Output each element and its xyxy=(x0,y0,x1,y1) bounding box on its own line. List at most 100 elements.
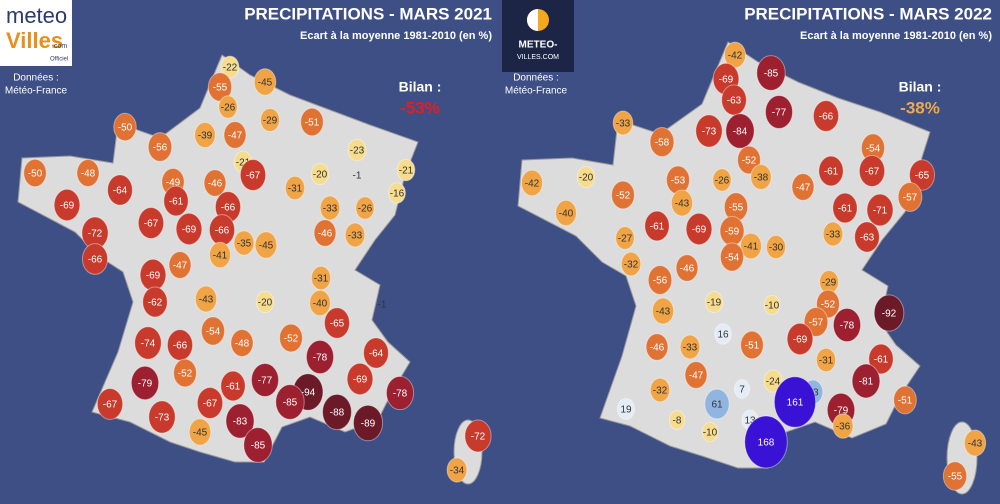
source-label: Données : xyxy=(513,73,559,84)
bubble xyxy=(464,419,492,453)
bubble-label: -78 xyxy=(393,389,408,400)
title: PRECIPITATIONS - MARS 2022 xyxy=(744,4,992,23)
bubble-label: -66 xyxy=(88,255,103,266)
bubble-label: -78 xyxy=(313,353,328,364)
bubble xyxy=(173,358,197,388)
bubble-label: -77 xyxy=(258,376,273,387)
bubble-label: -66 xyxy=(221,203,236,214)
title: PRECIPITATIONS - MARS 2021 xyxy=(244,4,492,23)
bubble xyxy=(23,158,47,188)
bubble xyxy=(239,159,267,191)
bubble xyxy=(786,322,814,356)
bubble xyxy=(684,361,708,389)
balance: -38% xyxy=(900,98,940,117)
bubble-label: -61 xyxy=(824,167,839,178)
bubble-label: -67 xyxy=(144,219,159,230)
bubble xyxy=(763,369,783,393)
bubble-label: -65 xyxy=(915,171,930,182)
bubble xyxy=(851,363,881,399)
bubble xyxy=(305,339,335,375)
bubble-label: -54 xyxy=(725,253,740,264)
bubble-label: -92 xyxy=(882,309,897,320)
bubble-label: -47 xyxy=(173,261,188,272)
bubble-label: -23 xyxy=(350,146,365,157)
bubble xyxy=(309,289,331,317)
bubble-label: -26 xyxy=(358,204,373,215)
bubble xyxy=(704,388,730,420)
bubble-label: -35 xyxy=(237,239,252,250)
bubble-label: -34 xyxy=(450,466,465,477)
bubble xyxy=(651,297,675,325)
bubble xyxy=(130,365,160,401)
logo-text: VILLES.COM xyxy=(517,54,559,61)
bubble-label: 168 xyxy=(758,438,775,449)
bubble xyxy=(163,185,189,217)
bubble-label: -42 xyxy=(525,179,540,190)
bubble xyxy=(319,195,341,221)
bubble xyxy=(714,323,732,345)
bubble-label: -26 xyxy=(221,103,236,114)
bubble xyxy=(148,400,176,434)
bubble-label: -29 xyxy=(822,278,837,289)
bubble xyxy=(712,168,732,192)
bubble-label: -33 xyxy=(323,204,338,215)
bubble-label: -48 xyxy=(235,339,250,350)
bubble xyxy=(310,265,332,291)
bubble xyxy=(147,132,173,162)
bubble xyxy=(750,164,772,190)
source: Météo-France xyxy=(5,86,68,97)
bubble xyxy=(188,418,212,446)
bubble-label: -49 xyxy=(166,178,181,189)
bubble xyxy=(137,207,165,239)
bubble xyxy=(893,385,917,415)
bubble-label: 161 xyxy=(787,398,804,409)
bubble xyxy=(96,388,124,420)
bubble xyxy=(250,362,280,398)
bubble-label: -69 xyxy=(719,75,734,86)
bubble-label: -20 xyxy=(313,170,328,181)
bubble-label: 7 xyxy=(739,385,745,396)
bubble-label: -79 xyxy=(834,406,849,417)
bubble-label: -19 xyxy=(707,298,722,309)
bubble xyxy=(763,294,781,316)
balance-label: Bilan : xyxy=(899,79,942,95)
bubble-label: -43 xyxy=(656,307,671,318)
bubble xyxy=(352,404,384,442)
bubble xyxy=(166,329,194,361)
bubble-label: -69 xyxy=(146,271,161,282)
bubble-label: -33 xyxy=(616,119,631,130)
bubble xyxy=(733,379,751,399)
bubble-label: -73 xyxy=(702,127,717,138)
bubble xyxy=(620,251,642,277)
logo-text: meteo xyxy=(6,3,67,28)
bubble-label: -33 xyxy=(826,230,841,241)
bubble xyxy=(346,362,374,396)
bubble xyxy=(347,138,367,162)
bubble-label: -20 xyxy=(579,173,594,184)
bubble-label: -46 xyxy=(318,229,333,240)
bubble xyxy=(194,285,218,313)
bubble-label: -41 xyxy=(213,251,228,262)
bubble xyxy=(854,221,880,253)
bubble xyxy=(220,370,246,402)
source: Météo-France xyxy=(505,86,568,97)
bubble xyxy=(815,347,837,373)
bubble-label: -61 xyxy=(169,197,184,208)
bubble xyxy=(649,126,675,158)
bubble-label: -79 xyxy=(138,379,153,390)
bubble xyxy=(279,323,303,353)
bubble-label: -45 xyxy=(258,78,273,89)
bubble-label: 16 xyxy=(717,330,729,341)
bubble xyxy=(194,121,216,149)
bubble-label: -55 xyxy=(948,472,963,483)
bubble xyxy=(107,174,133,206)
bubble xyxy=(363,337,389,369)
bubble-label: -20 xyxy=(258,298,273,309)
bubble-label: -72 xyxy=(471,432,486,443)
bubble-label: -67 xyxy=(103,400,118,411)
bubble-label: -69 xyxy=(60,201,75,212)
bubble xyxy=(225,403,255,439)
bubble xyxy=(576,165,596,189)
bubble-label: -21 xyxy=(236,158,251,169)
